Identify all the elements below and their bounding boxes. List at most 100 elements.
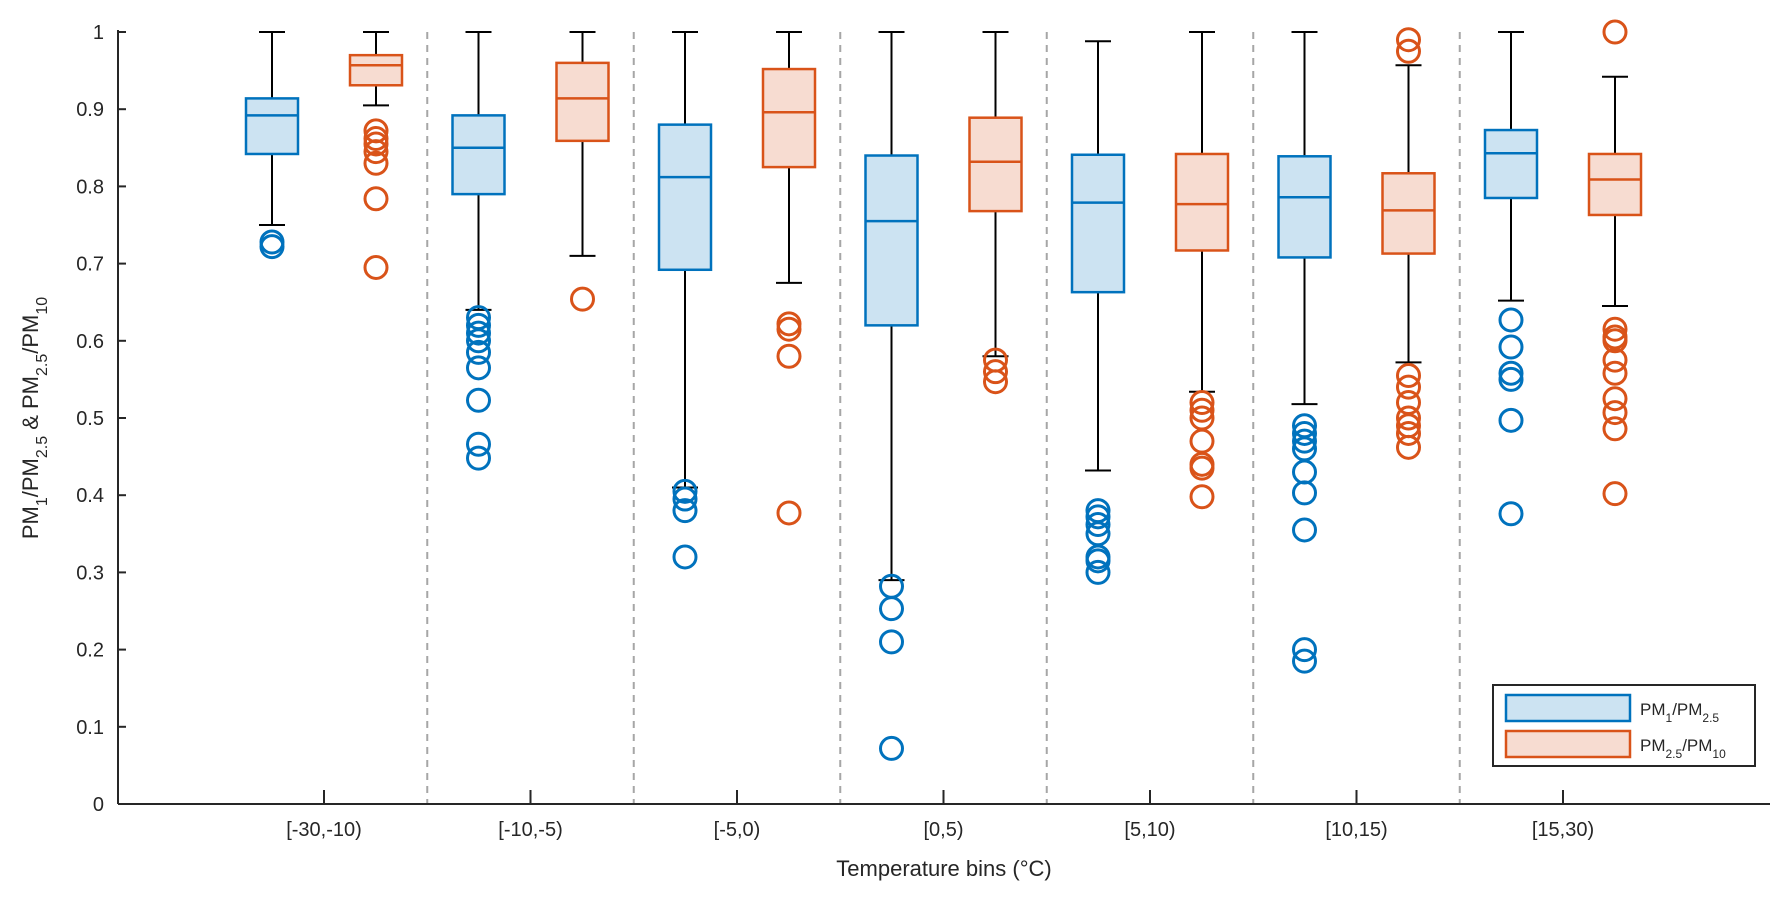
outlier-point [259,229,285,255]
legend-label: PM1/PM2.5 [1640,700,1719,725]
outlier-point [672,498,698,524]
series-1 [348,19,1643,526]
iqr-box [761,67,817,169]
iqr-box [1587,152,1643,217]
outlier-point [1292,480,1317,506]
outlier-point [983,359,1008,385]
box-1-6 [1587,19,1643,507]
outlier-point [1396,363,1421,389]
outlier-point [1189,397,1215,423]
outlier-point [1602,328,1628,354]
legend-swatch [1504,729,1632,759]
outlier-point [1292,428,1317,454]
y-tick-label: 0.7 [76,254,104,276]
outlier-point [1085,559,1111,585]
outlier-point [1292,420,1317,446]
box-0-0 [244,31,300,260]
outlier-point [776,316,802,342]
outlier-point [776,500,802,526]
box-0-2 [657,31,713,570]
outlier-point [1189,390,1215,416]
box-1-0 [348,31,404,280]
box-1-1 [555,31,610,312]
iqr-box [657,123,713,272]
outlier-point [1189,455,1215,481]
y-tick-label: 0.9 [76,99,104,121]
outlier-point [466,445,491,471]
outlier-point [1396,27,1421,53]
outlier-point [1602,360,1628,386]
outlier-point [363,254,389,280]
box-0-4 [1070,40,1126,585]
outlier-point [1602,347,1628,373]
outlier-point [1602,400,1628,426]
outlier-point [570,286,595,312]
outlier-point [466,431,491,457]
outlier-point [363,139,389,165]
outlier-point [672,544,698,570]
y-tick-label: 0.3 [76,562,104,584]
legend-swatch [1504,693,1632,723]
box-0-5 [1277,31,1332,674]
outlier-point [1292,637,1317,663]
y-tick-label: 0.2 [76,640,104,662]
outlier-point [1498,334,1524,360]
iqr-box [348,53,404,87]
outlier-point [1396,374,1421,400]
outlier-point [983,369,1008,395]
y-tick-label: 0.8 [76,176,104,198]
y-tick-label: 0 [93,794,104,816]
outlier-point [466,355,491,381]
iqr-box [1483,128,1539,200]
outlier-point [1292,459,1317,485]
outlier-point [466,312,491,338]
y-tick-label: 1 [93,22,104,44]
outlier-point [1085,504,1111,530]
box-1-2 [761,31,817,526]
outlier-point [1498,501,1524,527]
outlier-point [776,311,802,337]
iqr-box [1381,172,1436,255]
iqr-box [244,97,300,156]
outlier-point [466,387,491,413]
x-tick-label: [0,5) [923,819,963,841]
outlier-point [466,320,491,346]
outlier-point [879,735,904,761]
outlier-point [1498,360,1524,386]
box-0-6 [1483,31,1539,527]
x-tick-label: [5,10) [1124,819,1175,841]
outlier-point [672,486,698,512]
outlier-point [1292,648,1317,674]
outlier-point [363,186,389,212]
iqr-box [1174,152,1230,252]
outlier-point [1602,19,1628,45]
x-tick-label: [10,15) [1325,819,1387,841]
legend: PM1/PM2.5 PM2.5/PM10 [1492,684,1756,767]
outlier-point [1498,307,1524,333]
box-1-4 [1174,31,1230,510]
iqr-box [968,116,1023,213]
box-1-5 [1381,27,1436,460]
bin-separators [426,32,1461,804]
x-tick-label: [15,30) [1532,819,1594,841]
x-tick-label: [-5,0) [714,819,761,841]
series-0 [244,31,1539,761]
iqr-box [555,61,610,143]
outlier-point [466,328,491,354]
outlier-point [1085,512,1111,538]
outlier-point [1396,38,1421,64]
y-tick-label: 0.5 [76,408,104,430]
outlier-point [879,629,904,655]
outlier-point [1498,407,1524,433]
outlier-point [1396,434,1421,460]
outlier-point [1498,366,1524,392]
iqr-box [1070,153,1126,294]
outlier-point [1396,420,1421,446]
outlier-point [1189,428,1215,454]
outlier-point [363,150,389,176]
legend-label: PM2.5/PM10 [1640,736,1726,761]
iqr-box [1277,155,1332,259]
outlier-point [1189,484,1215,510]
x-axis-label: Temperature bins (°C) [836,856,1051,881]
